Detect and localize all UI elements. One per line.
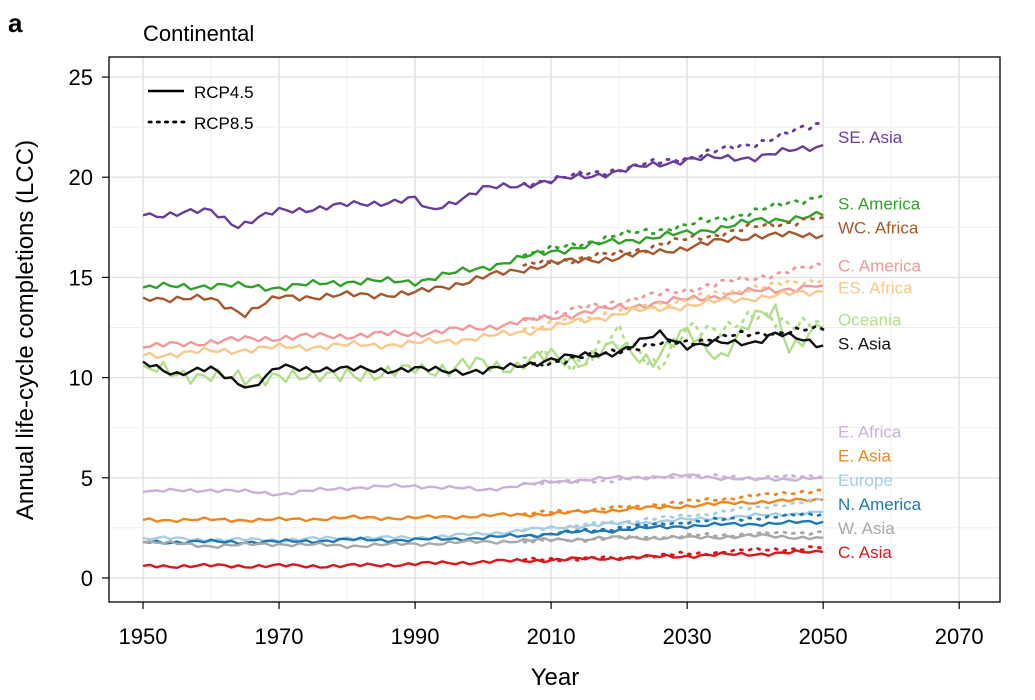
series-line-rcp45 [142, 144, 824, 230]
series-line-rcp45 [142, 210, 824, 292]
series-label: SE. Asia [838, 128, 903, 147]
series-line-rcp45 [142, 303, 824, 387]
series-line-rcp45 [142, 533, 824, 550]
series-line-rcp45 [142, 519, 824, 546]
series-line-rcp45 [142, 329, 824, 389]
series-line-rcp85 [522, 324, 825, 369]
series-line-rcp85 [522, 215, 825, 267]
y-tick-label: 25 [69, 65, 93, 90]
series-layer [142, 121, 825, 570]
series-label: WC. Africa [838, 218, 919, 237]
series-line-rcp85 [522, 545, 825, 563]
x-tick-label: 1970 [255, 624, 304, 649]
y-tick-label: 0 [81, 566, 93, 591]
x-tick-label: 2010 [527, 624, 576, 649]
x-tick-label: 2070 [935, 624, 984, 649]
series-label: S. Asia [838, 335, 891, 354]
x-axis-title: Year [531, 664, 580, 691]
series-line-rcp85 [522, 278, 825, 331]
plot-frame [108, 56, 1001, 603]
series-line-rcp85 [522, 512, 825, 539]
series-line-rcp85 [522, 121, 825, 188]
series-label: S. America [838, 194, 921, 213]
legend-label-rcp85: RCP8.5 [194, 114, 254, 133]
series-label: Europe [838, 471, 893, 490]
y-tick-label: 20 [69, 165, 93, 190]
series-line-rcp45 [142, 497, 824, 524]
series-line-rcp85 [522, 497, 825, 532]
chart-title: Continental [143, 21, 254, 46]
series-labels: SE. Asia S. America WC. Africa C. America ES… [838, 128, 922, 562]
series-line-rcp45 [142, 289, 824, 360]
series-line-rcp45 [142, 549, 824, 570]
legend-label-rcp45: RCP4.5 [194, 83, 254, 102]
y-tick-label: 15 [69, 265, 93, 290]
y-axis-title: Annual life-cycle completions (LCC) [12, 140, 39, 520]
series-label: E. Africa [838, 423, 902, 442]
series-label: E. Asia [838, 447, 891, 466]
series-line-rcp85 [522, 472, 825, 487]
series-label: Oceania [838, 310, 902, 329]
series-label: W. Asia [838, 519, 895, 538]
series-line-rcp45 [142, 472, 824, 497]
series-line-rcp85 [522, 529, 825, 545]
legend: RCP4.5 RCP8.5 [147, 83, 254, 133]
series-label: C. America [838, 256, 922, 275]
series-label: N. America [838, 495, 922, 514]
grid [109, 57, 1000, 602]
series-label: C. Asia [838, 543, 892, 562]
x-tick-label: 2030 [663, 624, 712, 649]
x-axis: 1950 1970 1990 2010 2030 2050 2070 [119, 602, 984, 649]
series-line-rcp85 [522, 308, 825, 375]
y-tick-label: 10 [69, 366, 93, 391]
series-label: ES. Africa [838, 278, 913, 297]
y-axis: 0 5 10 15 20 25 [69, 65, 109, 591]
series-line-rcp85 [522, 193, 825, 257]
y-tick-label: 5 [81, 466, 93, 491]
series-line-rcp45 [142, 230, 824, 319]
series-line-rcp45 [142, 510, 824, 543]
x-tick-label: 1950 [119, 624, 168, 649]
panel-label: a [8, 8, 23, 38]
series-line-rcp45 [142, 284, 824, 349]
x-tick-label: 1990 [391, 624, 440, 649]
series-line-rcp85 [522, 488, 825, 516]
series-line-rcp85 [522, 261, 825, 323]
x-tick-label: 2050 [799, 624, 848, 649]
